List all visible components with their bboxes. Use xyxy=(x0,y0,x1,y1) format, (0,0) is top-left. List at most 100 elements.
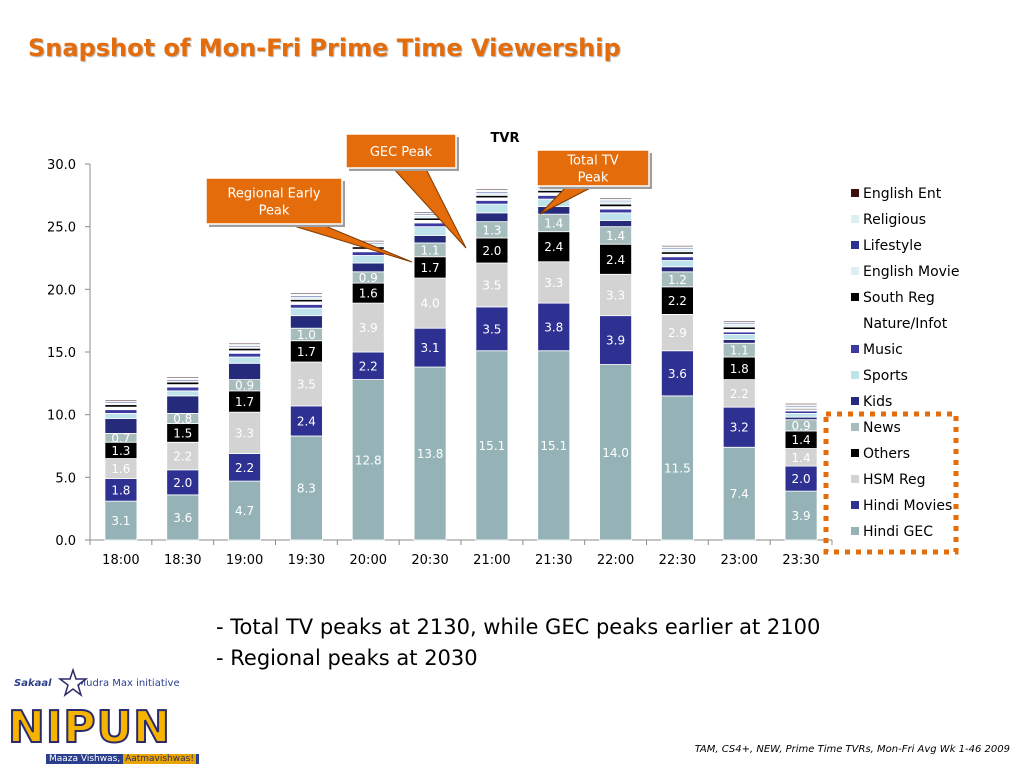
bar-segment-english-ent xyxy=(661,245,693,246)
data-label-hsm-reg: 3.3 xyxy=(235,426,254,440)
legend-label-religious: Religious xyxy=(863,212,926,228)
data-label-hindi-movies: 3.5 xyxy=(482,322,501,336)
data-label-hindi-movies: 2.2 xyxy=(359,359,378,373)
data-label-news: 1.2 xyxy=(668,273,687,287)
note-line-1: - Total TV peaks at 2130, while GEC peak… xyxy=(216,612,820,643)
bar-stack-23-30: 3.92.01.41.40.9 xyxy=(785,403,817,540)
bar-segment-sports xyxy=(785,413,817,417)
data-label-news: 1.4 xyxy=(606,229,625,243)
legend-label-kids: Kids xyxy=(863,394,892,410)
bar-segment-english-ent xyxy=(785,403,817,404)
data-label-hsm-reg: 2.2 xyxy=(173,450,192,464)
bar-segment-sports xyxy=(229,357,261,363)
bar-segment-sports xyxy=(414,227,446,236)
bar-segment-music xyxy=(167,387,199,391)
data-label-hindi-gec: 14.0 xyxy=(602,446,629,460)
y-tick-label: 10.0 xyxy=(47,409,76,424)
callout-total-tv-peak: Total TVPeak xyxy=(537,150,652,214)
data-label-others: 1.7 xyxy=(421,261,440,275)
legend-label-music: Music xyxy=(863,342,903,358)
data-label-others: 1.7 xyxy=(297,345,316,359)
x-tick-label: 22:00 xyxy=(597,553,634,568)
bar-segment-sports xyxy=(290,308,322,316)
data-label-others: 1.7 xyxy=(235,395,254,409)
bar-segment-kids xyxy=(352,263,384,272)
x-tick-label: 21:30 xyxy=(535,553,572,568)
bar-segment-english-ent xyxy=(229,343,261,344)
data-label-news: 1.1 xyxy=(421,243,440,257)
logo-header: Sakaal Mudra Max initiative xyxy=(14,678,180,689)
x-tick-label: 23:30 xyxy=(782,553,819,568)
data-label-hindi-gec: 15.1 xyxy=(479,439,506,453)
legend-swatch-hindi-gec xyxy=(851,527,859,535)
bar-segment-music xyxy=(105,410,137,414)
data-label-news: 1.0 xyxy=(297,328,316,342)
logo-wordmark: NIPUN xyxy=(8,702,171,753)
x-tick-label: 20:00 xyxy=(350,553,387,568)
data-label-hindi-gec: 11.5 xyxy=(664,461,691,475)
bar-stack-18-30: 3.6 2.0 2.2 1.50.8 xyxy=(167,377,199,540)
y-tick-label: 25.0 xyxy=(47,221,76,236)
summary-notes: - Total TV peaks at 2130, while GEC peak… xyxy=(216,612,820,674)
callout-text: Peak xyxy=(259,204,290,219)
data-label-others: 1.4 xyxy=(792,433,811,447)
bar-segment-kids xyxy=(105,418,137,433)
bar-segment-english-ent xyxy=(600,198,632,199)
data-label-news: 1.1 xyxy=(730,344,749,358)
logo-tag-left: Maaza Vishwas, xyxy=(49,754,120,764)
bar-segment-music xyxy=(600,209,632,213)
data-label-hindi-movies: 2.4 xyxy=(297,414,316,428)
data-label-hsm-reg: 2.9 xyxy=(668,326,687,340)
bar-segment-sports xyxy=(167,391,199,396)
x-tick-label: 21:00 xyxy=(473,553,510,568)
data-label-hindi-movies: 2.0 xyxy=(792,472,811,486)
data-label-hindi-movies: 3.9 xyxy=(606,334,625,348)
y-tick-label: 20.0 xyxy=(47,283,76,298)
legend-label-news: News xyxy=(863,420,901,436)
x-tick-label: 18:00 xyxy=(102,553,139,568)
bar-segment-english-ent xyxy=(723,321,755,322)
legend-swatch-hsm-reg xyxy=(851,475,859,483)
bar-stack-19-30: 8.3 2.4 3.5 1.7 1.0 xyxy=(290,293,322,540)
callout-gec-peak: GEC Peak xyxy=(346,134,466,248)
bar-segment-kids xyxy=(476,213,508,222)
legend-label-english-ent: English Ent xyxy=(863,186,942,202)
y-tick-label: 5.0 xyxy=(55,471,76,486)
bar-segment-sports xyxy=(661,261,693,267)
legend-swatch-kids xyxy=(851,397,859,405)
legend-label-sports: Sports xyxy=(863,368,908,384)
stacked-bar-chart: TVR 0.0 5.0 10.0 15.0 20.0 25.0 30.0 18:00 18:30… xyxy=(0,0,1024,600)
data-label-hsm-reg: 3.3 xyxy=(544,276,563,290)
bar-stack-21-30: 15.1 3.8 3.3 2.4 1.4 xyxy=(538,184,570,540)
x-tick-label: 20:30 xyxy=(411,553,448,568)
callout-pointer xyxy=(284,223,412,262)
bar-segment-sports xyxy=(476,204,508,213)
bar-stack-22-30: 11.53.62.92.21.2 xyxy=(661,245,693,540)
bar-segment-sports xyxy=(105,413,137,418)
data-label-hindi-gec: 7.4 xyxy=(730,487,749,501)
data-label-hindi-movies: 3.2 xyxy=(730,421,749,435)
data-label-others: 2.4 xyxy=(544,240,563,254)
data-label-hsm-reg: 3.5 xyxy=(297,377,316,391)
bar-segment-kids xyxy=(229,363,261,379)
legend-label-south-reg: South Reg xyxy=(863,290,935,306)
legend-label-hsm-reg: HSM Reg xyxy=(863,472,926,488)
logo-brand: Sakaal xyxy=(14,678,52,689)
data-label-hsm-reg: 3.5 xyxy=(482,278,501,292)
data-label-news: 0.9 xyxy=(235,379,254,393)
data-label-hindi-gec: 3.9 xyxy=(792,509,811,523)
callout-regional-early-peak: Regional EarlyPeak xyxy=(206,178,412,262)
data-label-others: 1.6 xyxy=(359,287,378,301)
callout-text: Total TV xyxy=(566,154,618,169)
y-tick-label: 15.0 xyxy=(47,346,76,361)
legend-label-lifestyle: Lifestyle xyxy=(863,238,922,254)
logo-tag-right: Aatmavishwas! xyxy=(123,754,196,764)
data-label-news: 1.3 xyxy=(482,223,501,237)
data-label-hsm-reg: 4.0 xyxy=(421,297,440,311)
data-label-hsm-reg: 3.3 xyxy=(606,288,625,302)
bar-segment-kids xyxy=(290,316,322,329)
data-label-others: 1.8 xyxy=(730,362,749,376)
legend-label-english-movie: English Movie xyxy=(863,264,959,280)
data-label-hindi-gec: 3.6 xyxy=(173,511,192,525)
bar-segment-english-ent xyxy=(105,400,137,401)
